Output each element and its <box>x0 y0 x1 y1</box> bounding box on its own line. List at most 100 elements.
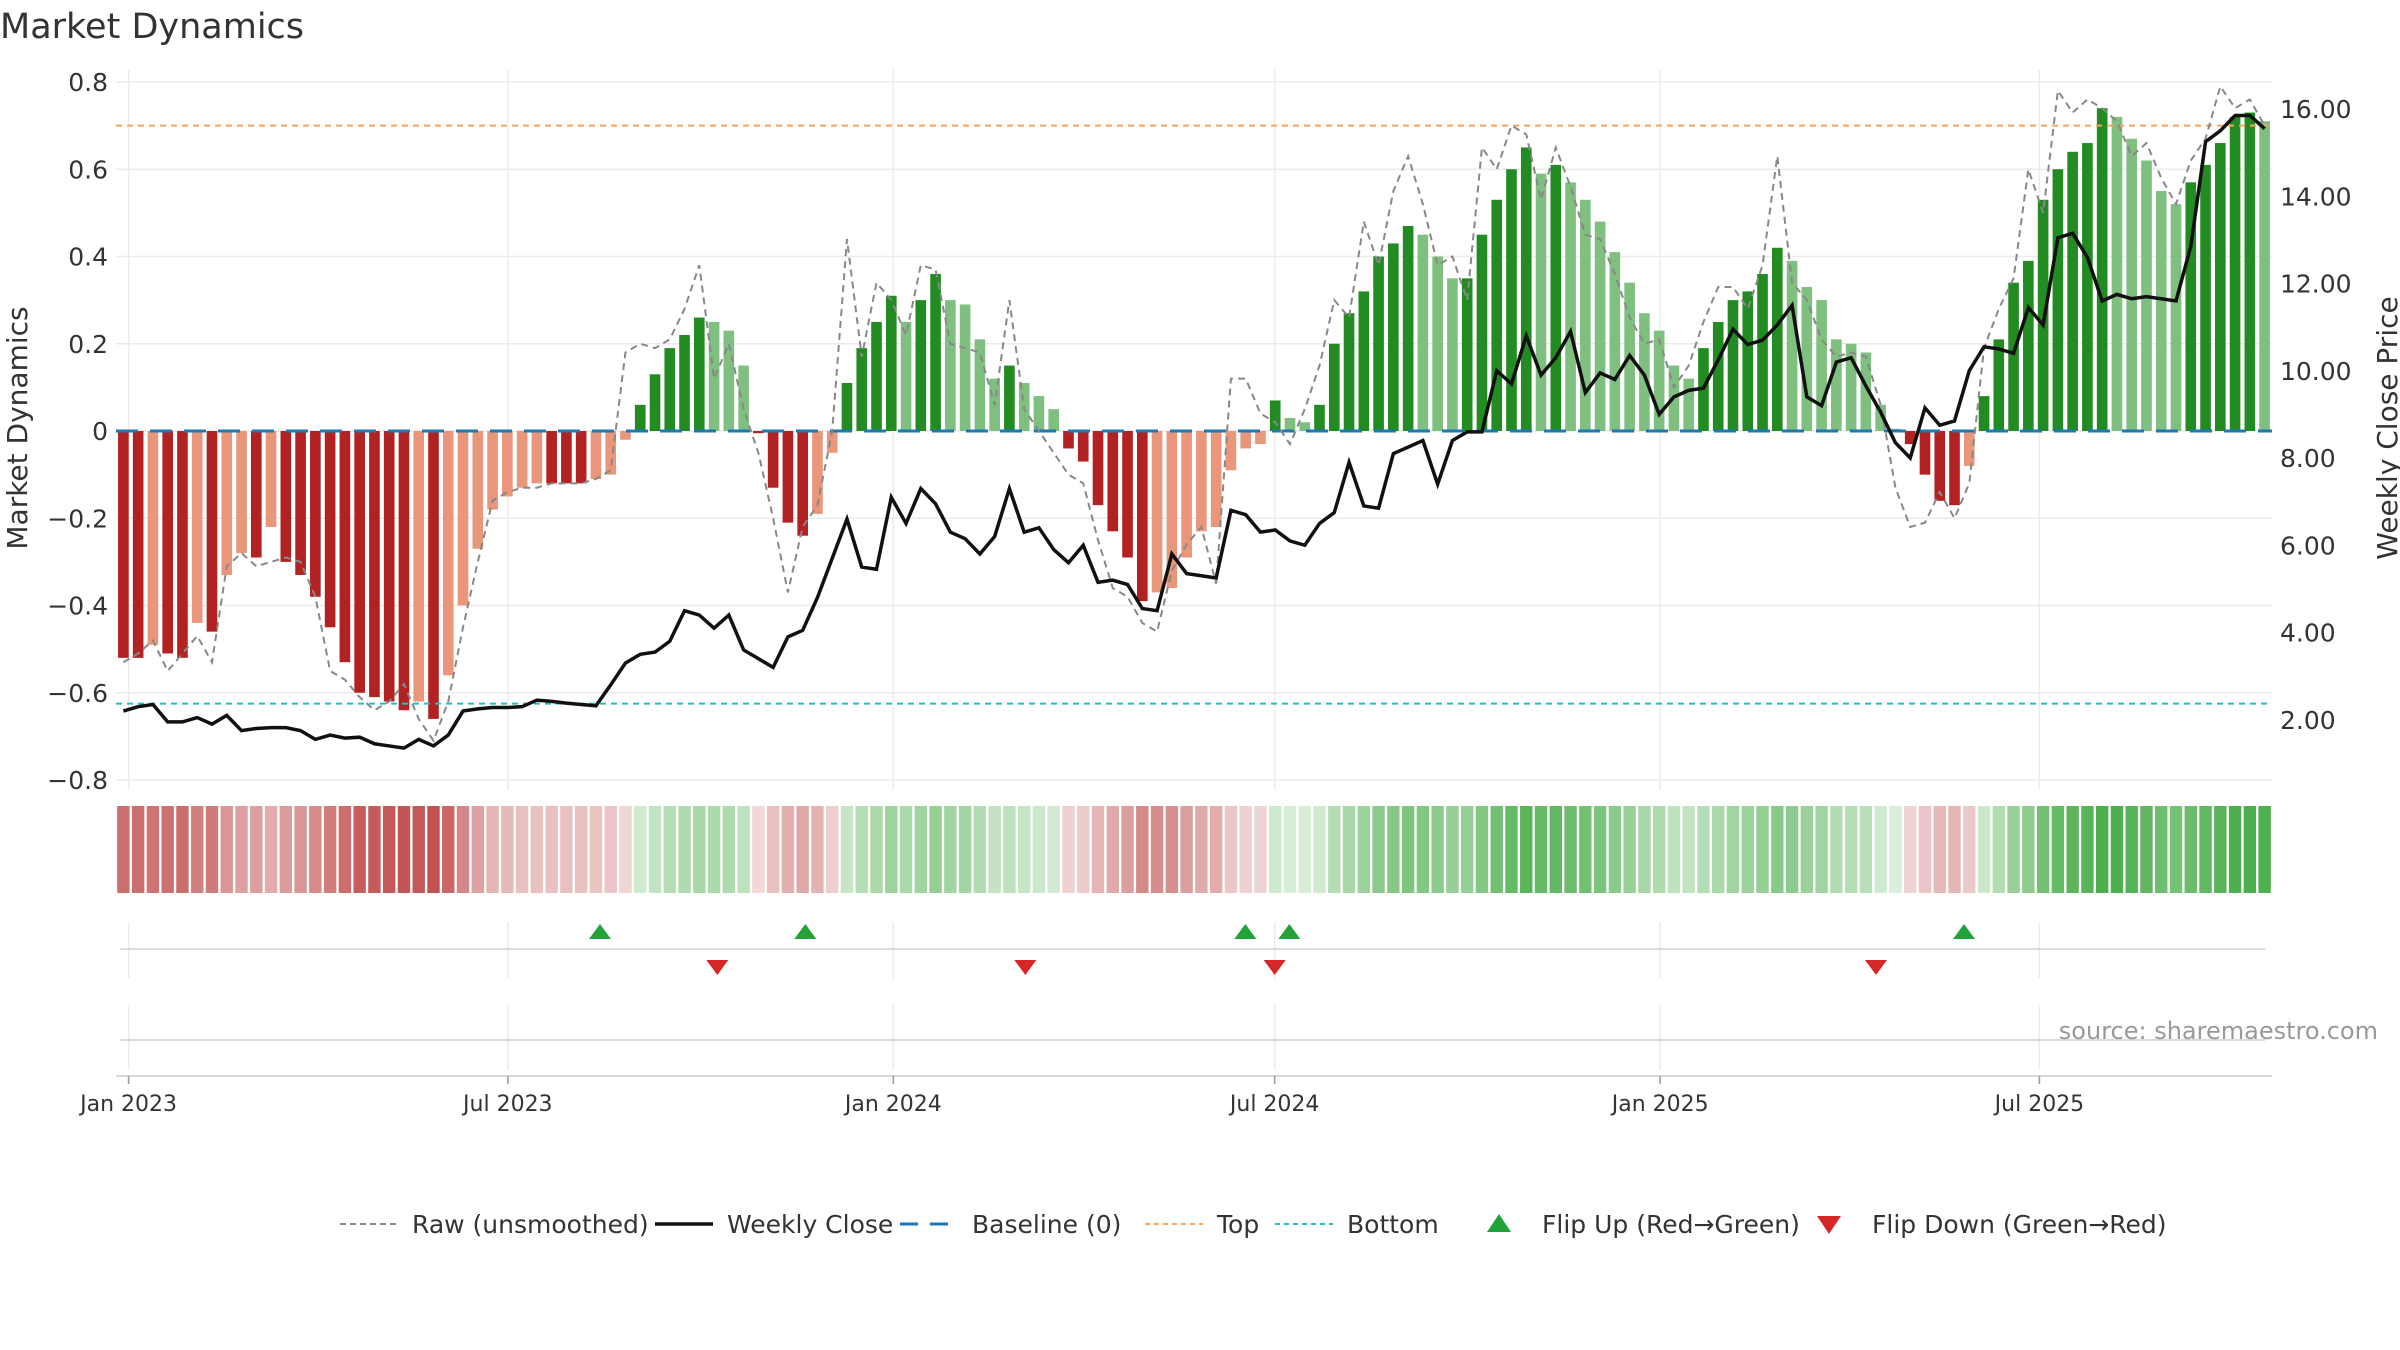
strip-cell <box>678 806 691 893</box>
bar <box>1771 247 1783 431</box>
bar <box>1004 365 1015 431</box>
strip-cell <box>1062 806 1075 893</box>
bar <box>1949 431 1960 506</box>
strip-cell <box>1342 806 1356 893</box>
bar <box>1904 431 1916 445</box>
strip-cell <box>574 806 588 893</box>
strip-cell <box>161 806 174 893</box>
strip-cell <box>427 806 440 893</box>
strip-cell <box>235 806 248 893</box>
y-axis-left-ticks: 0.8 0.6 0.4 0.2 0 −0.2 −0.4 −0.6 −0.8 <box>47 68 108 795</box>
strip-cell <box>501 806 514 893</box>
strip-cell <box>2051 806 2065 893</box>
bar <box>1284 417 1296 431</box>
strip-cell <box>1963 806 1976 893</box>
strip-cell <box>1077 806 1090 893</box>
bar <box>398 431 410 711</box>
legend-label: Bottom <box>1347 1210 1439 1239</box>
bar <box>487 431 498 510</box>
bar <box>856 348 868 431</box>
bar <box>1166 431 1178 589</box>
bar <box>1476 234 1488 431</box>
bar <box>2096 108 2108 432</box>
legend-item: Flip Up (Red→Green) <box>1487 1210 1800 1239</box>
flip-markers-panel <box>120 922 2265 978</box>
strip-cell <box>2169 806 2183 893</box>
strip-cell <box>1889 806 1902 893</box>
raw-unsmoothed-series <box>122 84 2266 743</box>
legend-label: Raw (unsmoothed) <box>412 1210 649 1239</box>
bar <box>1063 431 1074 449</box>
bar <box>1033 396 1045 431</box>
bar <box>1683 378 1695 431</box>
bar <box>1506 169 1517 431</box>
strip-cell <box>368 806 381 893</box>
bar <box>310 431 321 597</box>
strip-cell <box>1387 806 1400 893</box>
bar <box>502 431 513 497</box>
bottom-empty-panel <box>116 1005 2272 1077</box>
bar <box>885 295 897 431</box>
legend-label: Flip Down (Green→Red) <box>1872 1210 2167 1239</box>
strip-cell <box>1549 806 1562 893</box>
y-tick-label: 0.8 <box>68 68 108 97</box>
y2-tick-label: 10.00 <box>2280 357 2352 386</box>
strip-cell <box>1121 806 1134 893</box>
strip-cell <box>1490 806 1503 893</box>
bar <box>841 383 853 431</box>
strip-cell <box>870 806 883 893</box>
legend-item: Baseline (0) <box>900 1210 1121 1239</box>
strip-cell <box>2036 806 2050 893</box>
strip-cell <box>1209 806 1223 893</box>
bar <box>1461 278 1473 431</box>
strip-cell <box>1180 806 1193 893</box>
strip-cell <box>1697 806 1710 893</box>
bar <box>1786 260 1798 431</box>
y-tick-label: 0.2 <box>68 330 108 359</box>
bar <box>871 321 882 431</box>
legend-label: Weekly Close <box>727 1210 893 1239</box>
bar <box>782 431 794 523</box>
strip-cell <box>1593 806 1607 893</box>
flip-down-marker <box>1014 960 1037 975</box>
strip-cell <box>1460 806 1474 893</box>
bar <box>531 431 543 484</box>
flip-down-marker <box>1865 960 1887 975</box>
y2-tick-label: 14.00 <box>2280 182 2352 211</box>
bar <box>1225 431 1237 471</box>
bar <box>295 431 306 575</box>
bar <box>2200 164 2211 431</box>
bar <box>1269 400 1281 431</box>
bar <box>236 431 247 554</box>
bar <box>2052 169 2064 431</box>
weekly-close-series <box>122 113 2266 750</box>
bar <box>1535 173 1547 432</box>
bar <box>1240 431 1252 449</box>
legend: Raw (unsmoothed) Weekly Close Baseline (0)… <box>340 1210 2167 1239</box>
strip-cell <box>2214 806 2227 893</box>
bar <box>2259 121 2270 431</box>
regime-strip <box>117 806 2271 893</box>
strip-cell <box>1224 806 1238 893</box>
y-tick-label: −0.4 <box>47 592 108 621</box>
bar <box>2008 282 2019 431</box>
strip-cell <box>973 806 987 893</box>
bar <box>649 374 661 431</box>
legend-item: Top <box>1145 1210 1259 1239</box>
bar <box>413 431 425 702</box>
bar <box>1860 352 1872 431</box>
bars-layer <box>118 108 2270 719</box>
strip-cell <box>796 806 809 893</box>
bar <box>1978 396 1990 431</box>
bar <box>2229 116 2241 432</box>
strip-cell <box>1712 806 1725 893</box>
bar <box>206 431 218 632</box>
y2-tick-label: 6.00 <box>2280 531 2336 560</box>
strip-cell <box>2125 806 2138 893</box>
bar <box>1343 313 1355 431</box>
bar <box>1831 339 1842 431</box>
flip-up-marker <box>794 924 817 939</box>
strip-cell <box>1195 806 1208 893</box>
bar <box>1432 256 1443 431</box>
